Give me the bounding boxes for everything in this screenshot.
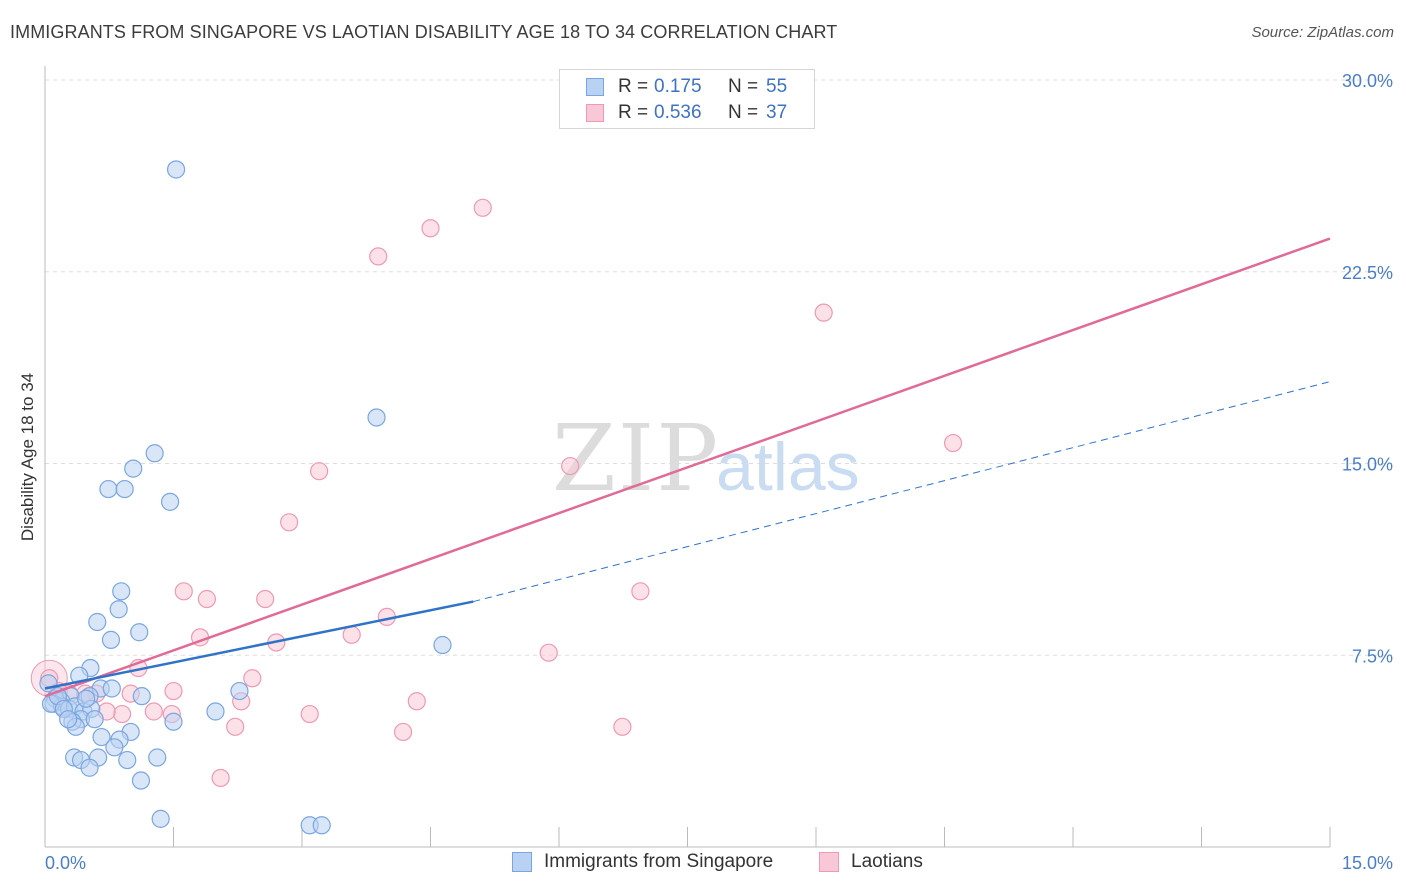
legend-n-value: 55 (766, 76, 788, 97)
laotians-point (280, 513, 299, 532)
legend-r-value: 0.536 (654, 102, 702, 123)
laotians-point (226, 717, 245, 736)
laotians-point (473, 198, 492, 217)
trend-lines (44, 237, 1331, 698)
legend-swatch-pink (819, 852, 839, 872)
y-tick-label: 7.5% (1352, 646, 1393, 666)
y-tick-label: 30.0% (1342, 71, 1393, 91)
singapore-point (112, 582, 131, 601)
legend-n-value: 37 (766, 102, 788, 123)
chart-title: IMMIGRANTS FROM SINGAPORE VS LAOTIAN DIS… (10, 22, 838, 42)
legend-label-laotians: Laotians (851, 851, 923, 872)
singapore-point (124, 459, 143, 478)
watermark: ZIP atlas (552, 405, 860, 512)
singapore-point (130, 623, 149, 642)
axes (44, 66, 1331, 848)
x-tick-label: 15.0% (1342, 853, 1393, 873)
laotians-point (164, 681, 183, 701)
legend-row-singapore: R = 0.175 N = 55 (586, 74, 787, 100)
legend-r-label: R = (618, 102, 649, 123)
laotians-point (539, 643, 558, 662)
laotians-point (243, 669, 262, 688)
singapore-point (433, 635, 452, 655)
laotians-point (174, 582, 193, 601)
singapore-point (115, 479, 134, 499)
singapore-point (206, 702, 225, 721)
laotians-trend-line (44, 237, 1331, 698)
laotians-point (613, 717, 632, 736)
singapore-point (132, 687, 151, 706)
legend-item-singapore[interactable]: Immigrants from Singapore (512, 851, 773, 873)
singapore-point (160, 492, 180, 511)
laotians-point (310, 462, 329, 481)
singapore-point (164, 712, 183, 731)
singapore-point (145, 444, 164, 463)
laotians-point (631, 582, 650, 601)
legend-label-singapore: Immigrants from Singapore (544, 851, 774, 872)
laotians-point (393, 722, 413, 742)
singapore-point (92, 727, 111, 747)
correlation-legend: R = 0.175 N = 55 R = 0.536 N = 37 (559, 69, 815, 129)
series-legend: Immigrants from Singapore Laotians (0, 851, 1406, 877)
laotians-point (197, 589, 217, 609)
singapore-point (99, 479, 118, 499)
laotians-point (342, 625, 361, 644)
watermark-zip: ZIP (552, 405, 720, 512)
legend-n-label: N = (728, 76, 759, 97)
laotians-point (211, 768, 230, 788)
y-tick-label: 22.5% (1342, 263, 1393, 283)
singapore-point (312, 816, 331, 835)
grid (45, 79, 1392, 656)
x-tick-labels: 0.0% 15.0% (45, 853, 1393, 873)
laotians-point (256, 589, 275, 609)
singapore-point (118, 750, 137, 770)
singapore-point (131, 771, 151, 790)
y-tick-label: 15.0% (1342, 455, 1393, 475)
legend-r-label: R = (618, 76, 649, 97)
legend-swatch-blue (512, 852, 532, 872)
legend-swatch-pink (586, 104, 604, 122)
x-tick-label: 0.0% (45, 853, 86, 873)
singapore-point (88, 612, 107, 632)
laotians-point (369, 247, 388, 266)
legend-item-laotians[interactable]: Laotians (819, 851, 923, 873)
y-tick-labels: 7.5% 15.0% 22.5% 30.0% (1342, 71, 1393, 666)
laotians-point (407, 692, 426, 711)
watermark-atlas: atlas (716, 429, 860, 505)
singapore-point (105, 738, 124, 757)
singapore-point (166, 160, 186, 179)
laotians-point (943, 433, 963, 453)
source-label: Source: ZipAtlas.com (1251, 24, 1394, 41)
y-axis-label: Disability Age 18 to 34 (18, 373, 37, 541)
singapore-trend-line (44, 600, 474, 690)
laotians-point (112, 704, 132, 724)
singapore-point (101, 630, 121, 650)
singapore-point (230, 681, 249, 701)
legend-swatch-blue (586, 78, 604, 96)
singapore-point (59, 710, 78, 729)
laotians-point (144, 702, 163, 721)
laotians-point (300, 704, 319, 724)
legend-n-label: N = (728, 102, 759, 123)
singapore-trend-extension (473, 381, 1331, 603)
series-immigrants-from-singapore (39, 160, 452, 835)
singapore-point (151, 809, 170, 828)
singapore-point (77, 689, 96, 708)
legend-r-value: 0.175 (654, 76, 702, 97)
singapore-point (102, 679, 121, 698)
laotians-point (561, 456, 580, 476)
laotians-point (421, 219, 440, 238)
singapore-point (85, 710, 104, 729)
singapore-point (148, 748, 167, 767)
singapore-point (367, 408, 386, 427)
laotians-point (814, 303, 833, 322)
singapore-point (80, 758, 99, 777)
singapore-point (109, 600, 128, 619)
legend-row-laotians: R = 0.536 N = 37 (586, 100, 787, 126)
